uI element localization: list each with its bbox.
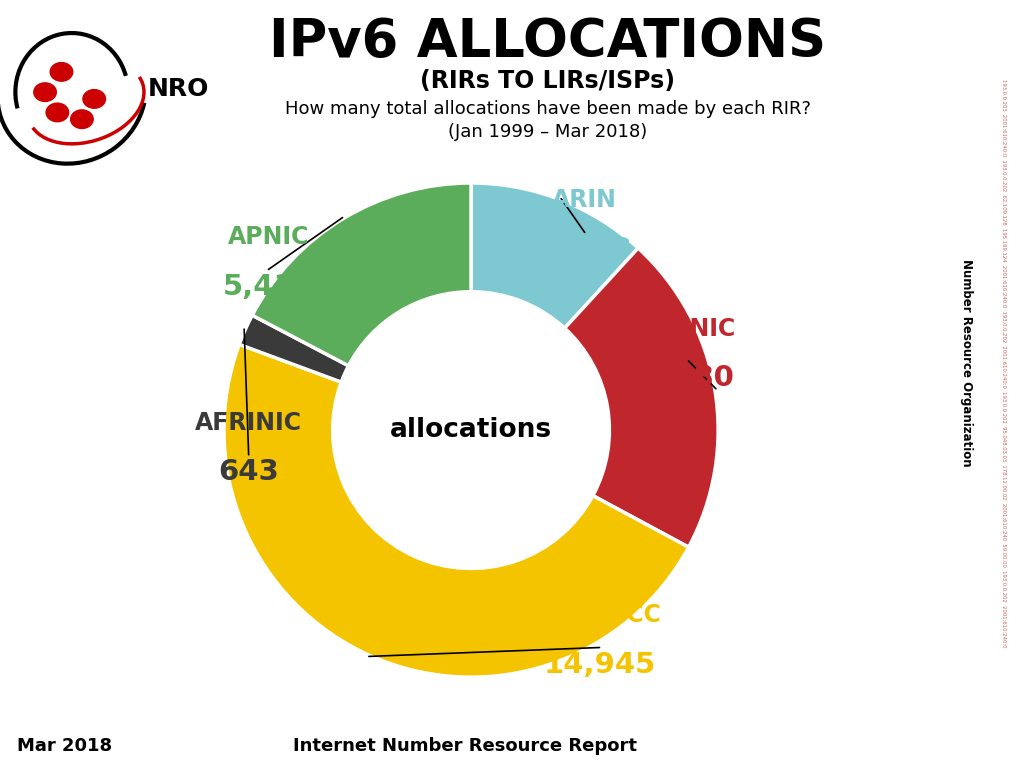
Text: ARIN: ARIN [552,188,617,212]
Text: 3,698: 3,698 [539,236,631,263]
Text: How many total allocations have been made by each RIR?: How many total allocations have been mad… [285,100,811,118]
Wedge shape [564,248,718,547]
Text: 14,945: 14,945 [544,650,655,679]
Text: allocations: allocations [390,417,552,443]
Text: RIPE NCC: RIPE NCC [538,604,660,627]
Circle shape [83,90,105,108]
Text: 6,580: 6,580 [642,364,734,392]
Wedge shape [471,183,638,328]
Text: Internet Number Resource Report: Internet Number Resource Report [294,737,637,755]
Wedge shape [240,315,348,382]
Text: LACNIC: LACNIC [640,316,736,341]
Text: 193.0.0.203  2001:610:240:0  193.0.0.202  62.109.128  195.169.124  2001:610:240:: 193.0.0.203 2001:610:240:0 193.0.0.202 6… [1001,78,1006,647]
Circle shape [71,110,93,128]
Text: (Jan 1999 – Mar 2018): (Jan 1999 – Mar 2018) [449,123,647,141]
Wedge shape [224,344,688,677]
Circle shape [333,292,609,568]
Circle shape [46,103,69,121]
Circle shape [50,63,73,81]
Text: APNIC: APNIC [227,225,309,250]
Text: IPv6 ALLOCATIONS: IPv6 ALLOCATIONS [269,16,826,68]
Text: Number Resource Organization: Number Resource Organization [959,259,973,467]
Text: 643: 643 [218,458,280,486]
Text: AFRINIC: AFRINIC [196,411,302,435]
Circle shape [34,83,56,101]
Text: NRO: NRO [147,77,209,101]
Text: Mar 2018: Mar 2018 [16,737,112,755]
Text: (RIRs TO LIRs/ISPs): (RIRs TO LIRs/ISPs) [420,68,676,93]
Text: 5,414: 5,414 [222,273,314,301]
Wedge shape [252,183,471,366]
